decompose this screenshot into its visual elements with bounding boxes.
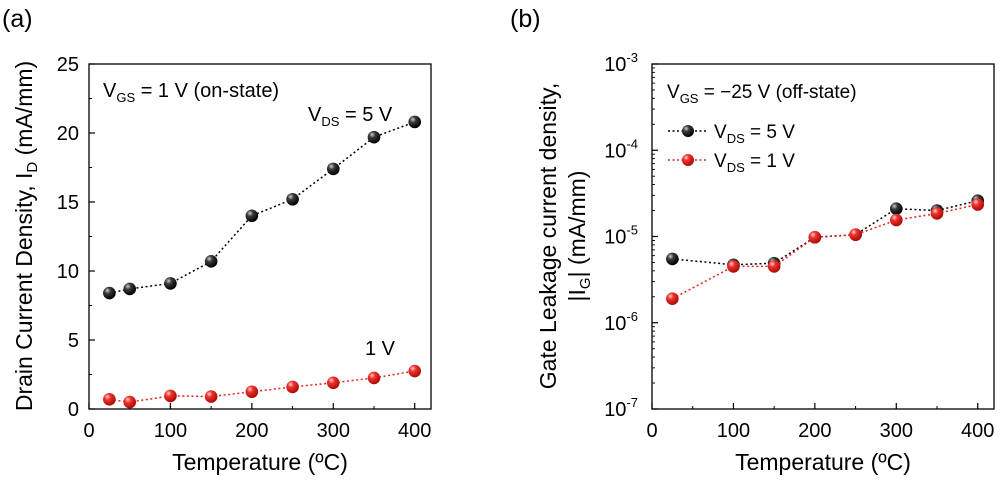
x-tick-label: 400 bbox=[961, 420, 994, 442]
y-tick-label: 15 bbox=[57, 192, 79, 214]
data-point-vds-5v bbox=[123, 282, 137, 296]
data-point-vds-5v bbox=[286, 192, 299, 206]
panel-a-series bbox=[103, 115, 422, 409]
x-tick-label: 0 bbox=[646, 420, 657, 442]
panel-b-x-axis-title: Temperature (ºC) bbox=[735, 449, 911, 475]
panel-b: (b) 10-7 10-6 10-5 10-4 10-3 0 100 200 300 400 V… bbox=[510, 5, 995, 475]
x-tick-label: 300 bbox=[317, 420, 350, 442]
x-tick-label: 200 bbox=[798, 420, 831, 442]
data-point-vds-1v bbox=[367, 371, 381, 385]
y-tick-label: 20 bbox=[57, 123, 79, 145]
legend-entry-vds-1v: VDS = 1 V bbox=[668, 151, 795, 175]
data-point-vds-5v bbox=[666, 252, 679, 266]
y-tick-label: 25 bbox=[57, 54, 79, 76]
data-point-vds-5v bbox=[889, 202, 903, 216]
data-point-vds-1v bbox=[123, 395, 137, 409]
legend-entry-vds-5v: VDS = 5 V bbox=[668, 122, 795, 146]
data-point-vds-1v bbox=[849, 228, 862, 241]
x-tick-label: 300 bbox=[880, 420, 913, 442]
panel-a: (a) 0 5 10 15 20 25 0 100 200 300 400 VGS = 1 V (… bbox=[2, 5, 432, 475]
panel-b-label: (b) bbox=[510, 5, 541, 33]
x-tick-label: 100 bbox=[154, 420, 187, 442]
panel-a-y-ticks: 0 5 10 15 20 25 bbox=[57, 54, 95, 421]
data-point-vds-5v bbox=[326, 162, 340, 176]
data-point-vds-5v bbox=[164, 277, 177, 290]
y-tick-label: 10-7 bbox=[604, 395, 638, 421]
data-point-vds-1v bbox=[930, 207, 944, 220]
panel-a-condition: VGS = 1 V (on-state) bbox=[103, 80, 279, 105]
data-point-vds-5v bbox=[103, 286, 116, 300]
panel-a-y-axis-title: Drain Current Density, ID (mA/mm) bbox=[11, 61, 41, 411]
data-point-vds-1v bbox=[164, 389, 177, 403]
x-tick-label: 400 bbox=[398, 420, 431, 442]
x-tick-label: 0 bbox=[83, 420, 94, 442]
data-point-vds-1v bbox=[326, 376, 340, 390]
panel-b-legend: VDS = 5 V VDS = 1 V bbox=[668, 122, 795, 175]
y-tick-label: 10-6 bbox=[604, 309, 638, 335]
y-tick-label: 5 bbox=[68, 330, 79, 352]
data-point-vds-5v bbox=[408, 115, 422, 129]
y-tick-label: 10 bbox=[57, 261, 79, 283]
panel-b-y-axis-title-line2: |IG| (mA/mm) bbox=[564, 171, 594, 302]
series-line-vds-1v bbox=[672, 203, 978, 300]
panel-a-label: (a) bbox=[2, 5, 33, 33]
x-tick-label: 200 bbox=[235, 420, 268, 442]
data-point-vds-1v bbox=[286, 380, 299, 394]
legend-marker-vds-5v bbox=[682, 125, 694, 137]
x-tick-label: 100 bbox=[717, 420, 750, 442]
panel-b-y-axis-title-line1: Gate Leakage current density, bbox=[535, 83, 561, 389]
panel-b-condition: VGS = −25 V (off-state) bbox=[667, 82, 857, 106]
data-point-vds-5v bbox=[204, 255, 218, 268]
data-point-vds-1v bbox=[971, 198, 985, 211]
legend-label-vds-5v: VDS = 5 V bbox=[714, 122, 795, 146]
y-tick-label: 10-5 bbox=[604, 223, 638, 249]
panel-a-x-axis-title: Temperature (ºC) bbox=[172, 449, 348, 475]
series-label-1v: 1 V bbox=[365, 338, 396, 360]
y-tick-label: 10-3 bbox=[604, 50, 638, 76]
panel-b-x-ticks: 0 100 200 300 400 bbox=[646, 403, 994, 442]
data-point-vds-1v bbox=[727, 260, 740, 273]
data-point-vds-1v bbox=[767, 260, 781, 273]
data-point-vds-1v bbox=[666, 292, 679, 306]
series-line-vds-5v bbox=[109, 121, 415, 294]
data-point-vds-1v bbox=[408, 364, 422, 378]
y-tick-label: 10-4 bbox=[604, 136, 638, 162]
data-point-vds-1v bbox=[808, 230, 822, 244]
y-tick-label: 0 bbox=[68, 399, 79, 421]
data-point-vds-1v bbox=[245, 385, 259, 399]
panel-b-y-ticks: 10-7 10-6 10-5 10-4 10-3 bbox=[604, 50, 658, 421]
data-point-vds-1v bbox=[103, 393, 116, 406]
legend-marker-vds-1v bbox=[682, 154, 694, 166]
data-point-vds-5v bbox=[367, 130, 381, 144]
panel-a-x-ticks: 0 100 200 300 400 bbox=[83, 403, 431, 442]
legend-label-vds-1v: VDS = 1 V bbox=[714, 151, 795, 175]
data-point-vds-1v bbox=[889, 213, 903, 227]
data-point-vds-5v bbox=[245, 209, 259, 223]
data-point-vds-1v bbox=[204, 390, 218, 403]
panel-b-series bbox=[666, 194, 985, 306]
panel-b-plot-frame bbox=[651, 63, 995, 410]
series-label-vds-5v: VDS = 5 V bbox=[308, 104, 393, 129]
